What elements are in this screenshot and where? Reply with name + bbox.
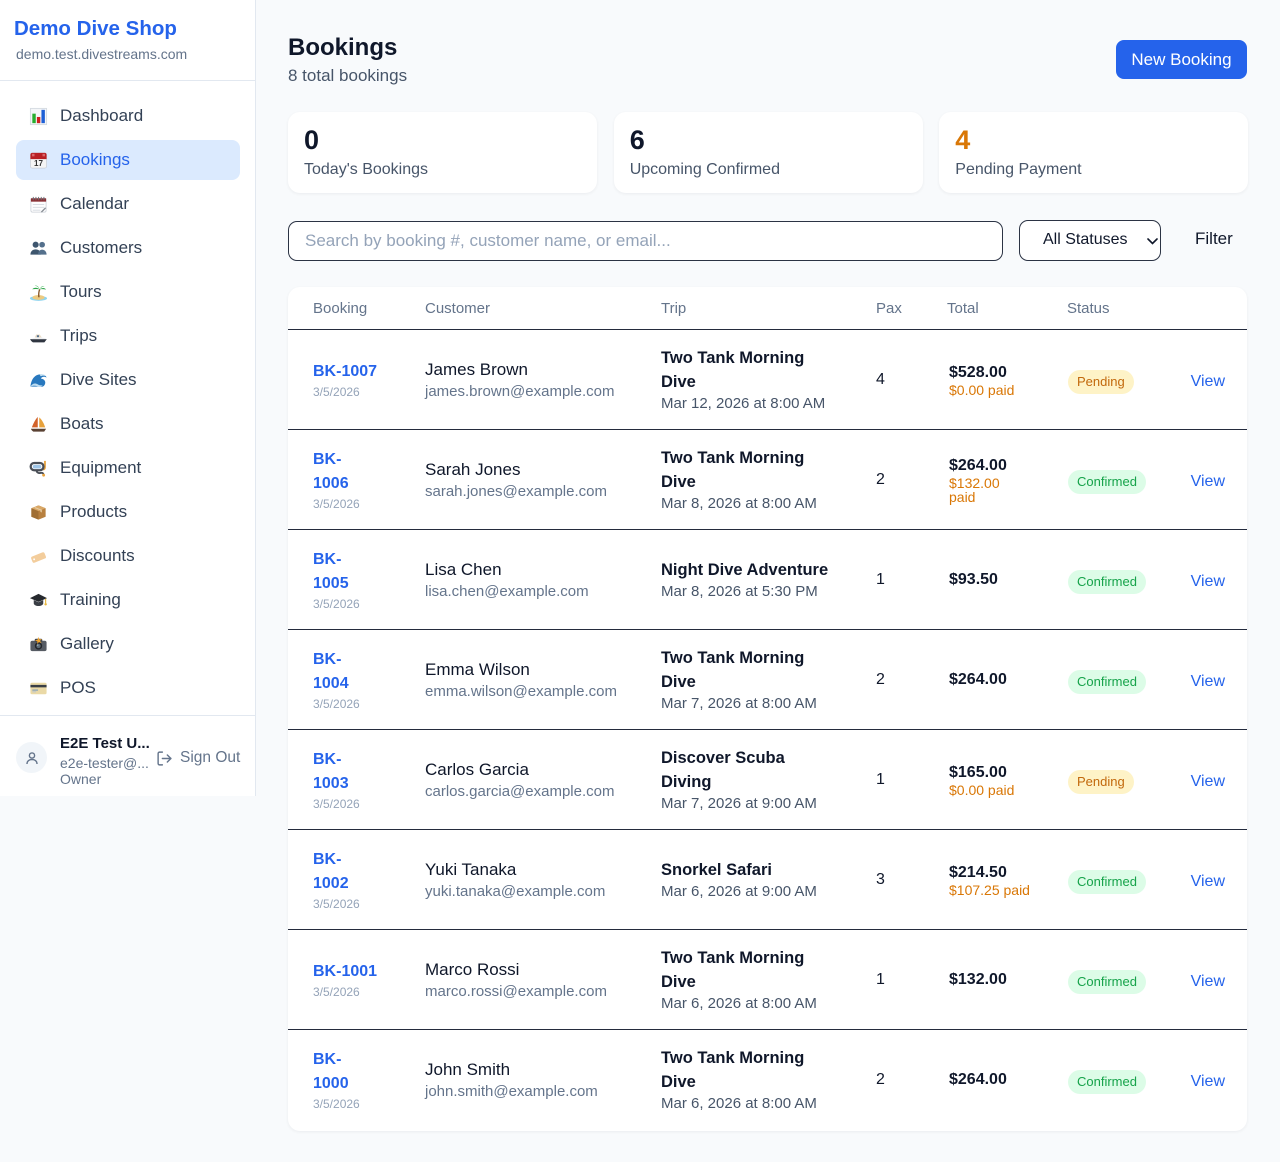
svg-text:17: 17 bbox=[34, 159, 43, 168]
